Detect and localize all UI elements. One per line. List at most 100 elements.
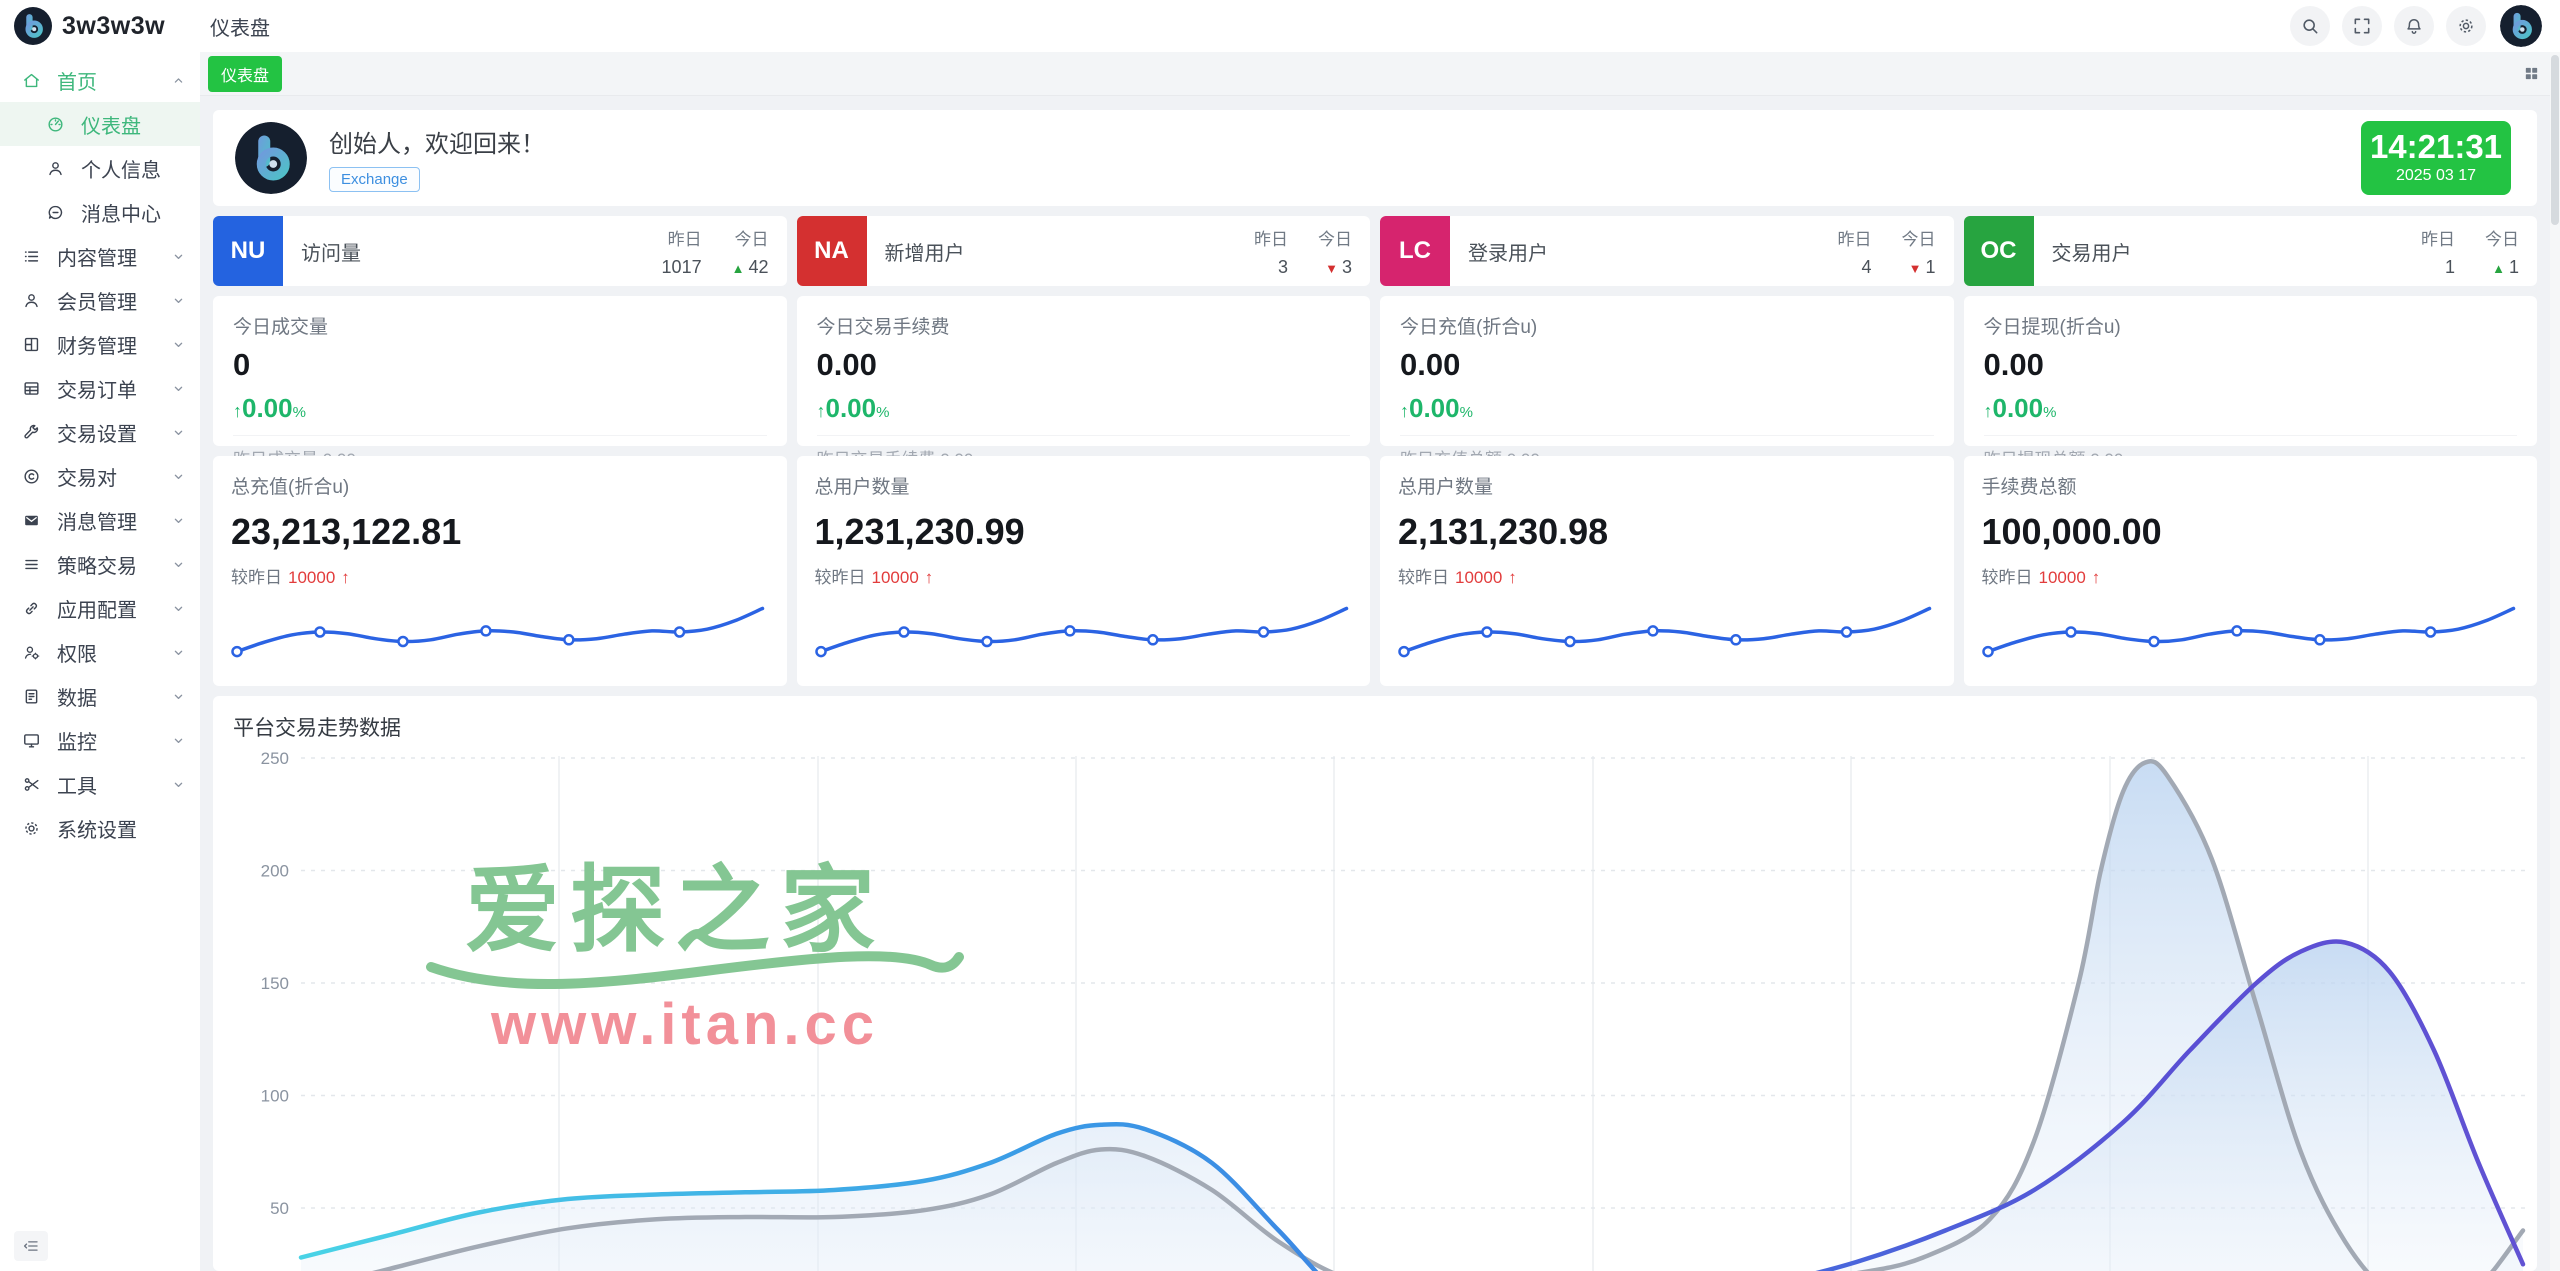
- traders-abbr-badge: OC: [1963, 216, 2034, 286]
- exchange-badge: Exchange: [329, 167, 420, 192]
- sidebar: 首页 仪表盘 个人信息 消息中心 内容管理 会员管理 财务管理 交易订单 交易设…: [0, 52, 200, 1271]
- svg-text:200: 200: [261, 862, 289, 881]
- sidebar-item-dashboard[interactable]: 仪表盘: [0, 102, 200, 146]
- sidebar-item-finance[interactable]: 财务管理: [0, 322, 200, 366]
- sidebar-collapse-button[interactable]: [14, 1231, 48, 1261]
- chevron-down-icon: [171, 689, 186, 704]
- chevron-down-icon: [171, 381, 186, 396]
- grid-icon: [2523, 65, 2540, 82]
- svg-text:100: 100: [261, 1087, 289, 1106]
- chevron-down-icon: [171, 777, 186, 792]
- scissors-icon: [22, 775, 41, 794]
- fullscreen-button[interactable]: [2342, 6, 2382, 46]
- link-icon: [22, 599, 41, 618]
- up-arrow-icon: ↑: [1508, 568, 1517, 587]
- sparkline-chart: [814, 606, 1348, 658]
- breadcrumb: 仪表盘: [210, 17, 270, 40]
- main-area: 仪表盘 创始人，欢迎回来！ Exchange 14:21:31 2025 03 …: [200, 52, 2560, 1271]
- total-card-users-2: 总用户数量 2,131,230.98 较昨日 10000 ↑: [1380, 456, 1954, 686]
- chevron-up-icon: [171, 73, 186, 88]
- sidebar-item-profile[interactable]: 个人信息: [0, 146, 200, 190]
- today-stats-row: 今日成交量 0 ↑0.00% 昨日成交量:0.00 今日交易手续费 0.00 ↑…: [213, 296, 2537, 469]
- scrollbar-thumb[interactable]: [2551, 55, 2559, 225]
- trend-down-icon: ▼: [1325, 260, 1338, 276]
- up-arrow-icon: ↑: [233, 401, 242, 421]
- content: 创始人，欢迎回来！ Exchange 14:21:31 2025 03 17 N…: [200, 96, 2560, 1271]
- monitor-icon: [22, 731, 41, 750]
- trend-chart: 250 200 150 100 50: [261, 749, 2527, 1271]
- page-scrollbar: [2550, 52, 2560, 1271]
- total-card-fees: 手续费总额 100,000.00 较昨日 10000 ↑: [1963, 456, 2537, 686]
- sparkline-chart: [1398, 606, 1932, 658]
- up-arrow-icon: ↑: [341, 568, 350, 587]
- mail-icon: [22, 511, 41, 530]
- notifications-button[interactable]: [2394, 6, 2434, 46]
- stat-card-fees: 今日交易手续费 0.00 ↑0.00% 昨日交易手续费:0.00: [796, 296, 1370, 469]
- brand: 3w3w3w: [14, 7, 200, 45]
- sidebar-item-system-settings[interactable]: 系统设置: [0, 806, 200, 850]
- fullscreen-icon: [2352, 16, 2372, 36]
- sidebar-item-trade-settings[interactable]: 交易设置: [0, 410, 200, 454]
- lines-icon: [22, 555, 41, 574]
- mini-card-traders: OC 交易用户 昨日 1 今日 ▲ 1: [1963, 216, 2537, 286]
- copyright-icon: [22, 467, 41, 486]
- mini-card-visits: NU 访问量 昨日 1017 今日 ▲ 42: [213, 216, 787, 286]
- sidebar-item-orders[interactable]: 交易订单: [0, 366, 200, 410]
- sidebar-item-message-mgmt[interactable]: 消息管理: [0, 498, 200, 542]
- gauge-icon: [46, 115, 65, 134]
- total-card-users-1: 总用户数量 1,231,230.99 较昨日 10000 ↑: [796, 456, 1370, 686]
- sidebar-item-content[interactable]: 内容管理: [0, 234, 200, 278]
- chevron-down-icon: [171, 557, 186, 572]
- settings-button[interactable]: [2446, 6, 2486, 46]
- mini-card-logins: LC 登录用户 昨日 4 今日 ▼ 1: [1380, 216, 1954, 286]
- top-header: 3w3w3w 仪表盘: [0, 0, 2560, 52]
- bell-icon: [2404, 16, 2424, 36]
- chevron-down-icon: [171, 249, 186, 264]
- mini-stats-row: NU 访问量 昨日 1017 今日 ▲ 42 NA 新增用户 昨日 3 今日 ▼ 3: [213, 216, 2537, 286]
- search-button[interactable]: [2290, 6, 2330, 46]
- tab-options-button[interactable]: [2523, 65, 2540, 82]
- chevron-down-icon: [171, 513, 186, 528]
- user-icon: [22, 291, 41, 310]
- up-arrow-icon: ↑: [924, 568, 934, 587]
- wrench-icon: [22, 423, 41, 442]
- up-arrow-icon: ↑: [1983, 401, 1993, 421]
- visits-abbr-badge: NU: [213, 216, 283, 286]
- trend-up-icon: ▲: [731, 260, 745, 276]
- clock-date: 2025 03 17: [2395, 166, 2477, 184]
- search-icon: [2300, 16, 2320, 36]
- chevron-down-icon: [171, 425, 186, 440]
- database-icon: [22, 687, 41, 706]
- sidebar-item-trading-pairs[interactable]: 交易对: [0, 454, 200, 498]
- totals-row: 总充值(折合u) 23,213,122.81 较昨日 10000 ↑ 总用户数量 1…: [213, 456, 2537, 686]
- sidebar-item-tools[interactable]: 工具: [0, 762, 200, 806]
- sidebar-item-members[interactable]: 会员管理: [0, 278, 200, 322]
- logins-abbr-badge: LC: [1380, 216, 1450, 286]
- sidebar-item-message-center[interactable]: 消息中心: [0, 190, 200, 234]
- up-arrow-icon: ↑: [2091, 568, 2101, 587]
- sidebar-item-app-config[interactable]: 应用配置: [0, 586, 200, 630]
- sidebar-item-permissions[interactable]: 权限: [0, 630, 200, 674]
- sparkline-chart: [231, 606, 765, 658]
- list-icon: [22, 247, 41, 266]
- greeting-text: 创始人，欢迎回来！: [329, 131, 545, 158]
- trend-down-icon: ▼: [1908, 260, 1922, 276]
- stat-card-volume: 今日成交量 0 ↑0.00% 昨日成交量:0.00: [213, 296, 787, 469]
- collapse-icon: [22, 1237, 40, 1255]
- sidebar-item-monitor[interactable]: 监控: [0, 718, 200, 762]
- user-avatar[interactable]: [2500, 5, 2542, 47]
- up-arrow-icon: ↑: [816, 401, 826, 421]
- gear-icon: [2456, 16, 2476, 36]
- sidebar-item-strategy[interactable]: 策略交易: [0, 542, 200, 586]
- tab-dashboard[interactable]: 仪表盘: [208, 55, 283, 92]
- stat-card-deposits: 今日充值(折合u) 0.00 ↑0.00% 昨日充值总额:0.00: [1380, 296, 1954, 469]
- trend-chart-card: 平台交易走势数据 250 200 150 100 50 爱探之家 www.itan.cc: [213, 696, 2537, 1271]
- svg-text:150: 150: [261, 974, 289, 993]
- trend-up-icon: ▲: [2492, 260, 2505, 276]
- app-title: 3w3w3w: [62, 11, 166, 40]
- sidebar-item-home[interactable]: 首页: [0, 58, 200, 102]
- total-card-deposits: 总充值(折合u) 23,213,122.81 较昨日 10000 ↑: [213, 456, 787, 686]
- avatar: [235, 122, 307, 194]
- sidebar-item-data[interactable]: 数据: [0, 674, 200, 718]
- chart-title: 平台交易走势数据: [233, 717, 401, 740]
